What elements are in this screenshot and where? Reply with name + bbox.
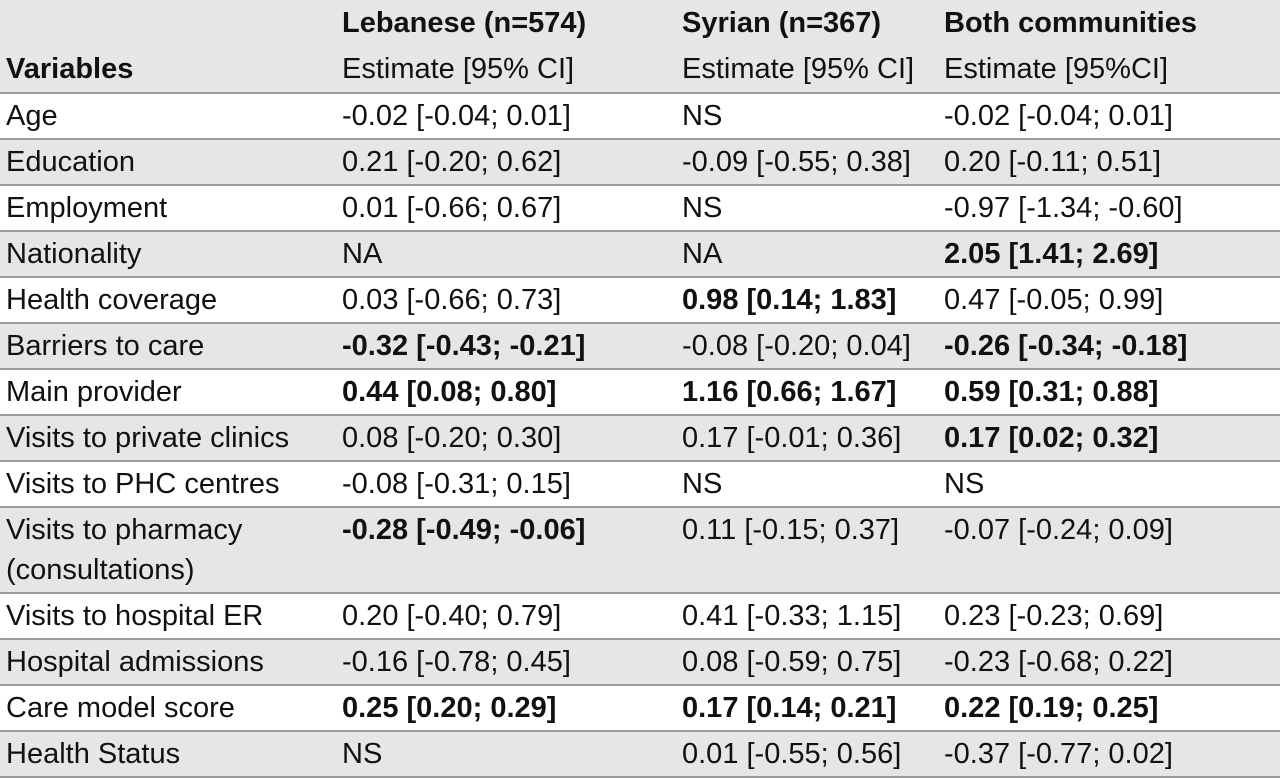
table-body: Age -0.02 [-0.04; 0.01] NS -0.02 [-0.04;…: [0, 93, 1280, 777]
syrian-estimate-cell: 0.17 [-0.01; 0.36]: [682, 422, 902, 454]
table-row: Health coverage 0.03 [-0.66; 0.73] 0.98 …: [0, 277, 1280, 323]
both-estimate-cell: 0.22 [0.19; 0.25]: [944, 692, 1159, 724]
syrian-estimate-cell: NS: [682, 100, 723, 132]
table-header: Lebanese (n=574) Syrian (n=367) Both com…: [0, 0, 1280, 93]
both-estimate-cell: -0.02 [-0.04; 0.01]: [944, 100, 1173, 132]
variable-cell: Visits to PHC centres: [6, 468, 280, 500]
variable-cell: Visits to pharmacy (consultations): [6, 514, 243, 586]
table-row: Health Status NS 0.01 [-0.55; 0.56] -0.3…: [0, 731, 1280, 777]
variable-cell: Barriers to care: [6, 330, 205, 362]
header-syrian-subtitle: Estimate [95% CI]: [682, 53, 915, 85]
variable-cell: Main provider: [6, 376, 182, 408]
table-row: Visits to private clinics 0.08 [-0.20; 0…: [0, 415, 1280, 461]
both-estimate-cell: 0.47 [-0.05; 0.99]: [944, 284, 1164, 316]
syrian-estimate-cell: -0.09 [-0.55; 0.38]: [682, 146, 911, 178]
table-row: Age -0.02 [-0.04; 0.01] NS -0.02 [-0.04;…: [0, 93, 1280, 139]
both-estimate-cell: -0.26 [-0.34; -0.18]: [944, 330, 1188, 362]
both-estimate-cell: 0.17 [0.02; 0.32]: [944, 422, 1159, 454]
lebanese-estimate-cell: 0.20 [-0.40; 0.79]: [342, 600, 562, 632]
both-estimate-cell: 2.05 [1.41; 2.69]: [944, 238, 1159, 270]
both-estimate-cell: 0.59 [0.31; 0.88]: [944, 376, 1159, 408]
both-estimate-cell: -0.97 [-1.34; -0.60]: [944, 192, 1183, 224]
table-row: Hospital admissions -0.16 [-0.78; 0.45] …: [0, 639, 1280, 685]
variable-cell: Nationality: [6, 238, 142, 270]
variable-cell: Visits to private clinics: [6, 422, 290, 454]
lebanese-estimate-cell: NS: [342, 738, 383, 770]
both-estimate-cell: NS: [944, 468, 985, 500]
table-row: Visits to PHC centres -0.08 [-0.31; 0.15…: [0, 461, 1280, 507]
variable-cell: Employment: [6, 192, 168, 224]
syrian-estimate-cell: 0.17 [0.14; 0.21]: [682, 692, 897, 724]
syrian-estimate-cell: 0.11 [-0.15; 0.37]: [682, 514, 900, 546]
table-row: Main provider 0.44 [0.08; 0.80] 1.16 [0.…: [0, 369, 1280, 415]
lebanese-estimate-cell: -0.32 [-0.43; -0.21]: [342, 330, 586, 362]
lebanese-estimate-cell: -0.08 [-0.31; 0.15]: [342, 468, 571, 500]
table-row: Visits to hospital ER 0.20 [-0.40; 0.79]…: [0, 593, 1280, 639]
variable-cell: Health coverage: [6, 284, 218, 316]
syrian-estimate-cell: 1.16 [0.66; 1.67]: [682, 376, 897, 408]
variable-cell: Education: [6, 146, 135, 178]
header-empty-cell: [0, 0, 338, 46]
lebanese-estimate-cell: -0.16 [-0.78; 0.45]: [342, 646, 571, 678]
table-row: Barriers to care -0.32 [-0.43; -0.21] -0…: [0, 323, 1280, 369]
table-row: Employment 0.01 [-0.66; 0.67] NS -0.97 […: [0, 185, 1280, 231]
header-row-groups: Lebanese (n=574) Syrian (n=367) Both com…: [0, 0, 1280, 46]
lebanese-estimate-cell: 0.21 [-0.20; 0.62]: [342, 146, 562, 178]
header-lebanese-title: Lebanese (n=574): [342, 7, 587, 39]
syrian-estimate-cell: NS: [682, 468, 723, 500]
lebanese-estimate-cell: 0.44 [0.08; 0.80]: [342, 376, 557, 408]
table-row: Visits to pharmacy (consultations) -0.28…: [0, 507, 1280, 593]
both-estimate-cell: 0.20 [-0.11; 0.51]: [944, 146, 1162, 178]
both-estimate-cell: -0.37 [-0.77; 0.02]: [944, 738, 1173, 770]
lebanese-estimate-cell: 0.25 [0.20; 0.29]: [342, 692, 557, 724]
syrian-estimate-cell: 0.08 [-0.59; 0.75]: [682, 646, 902, 678]
header-both-title: Both communities: [944, 7, 1197, 39]
variable-cell: Visits to hospital ER: [6, 600, 264, 632]
table-row: Care model score 0.25 [0.20; 0.29] 0.17 …: [0, 685, 1280, 731]
header-variables-label: Variables: [6, 53, 134, 85]
lebanese-estimate-cell: 0.03 [-0.66; 0.73]: [342, 284, 562, 316]
header-both-subtitle: Estimate [95%CI]: [944, 53, 1169, 85]
variable-cell: Age: [6, 100, 58, 132]
table-row: Nationality NA NA 2.05 [1.41; 2.69]: [0, 231, 1280, 277]
lebanese-estimate-cell: -0.28 [-0.49; -0.06]: [342, 514, 586, 546]
both-estimate-cell: 0.23 [-0.23; 0.69]: [944, 600, 1164, 632]
lebanese-estimate-cell: 0.08 [-0.20; 0.30]: [342, 422, 562, 454]
syrian-estimate-cell: 0.41 [-0.33; 1.15]: [682, 600, 902, 632]
header-lebanese-subtitle: Estimate [95% CI]: [342, 53, 575, 85]
lebanese-estimate-cell: 0.01 [-0.66; 0.67]: [342, 192, 562, 224]
variable-cell: Hospital admissions: [6, 646, 264, 678]
lebanese-estimate-cell: -0.02 [-0.04; 0.01]: [342, 100, 571, 132]
header-syrian-title: Syrian (n=367): [682, 7, 882, 39]
both-estimate-cell: -0.07 [-0.24; 0.09]: [944, 514, 1173, 546]
syrian-estimate-cell: 0.01 [-0.55; 0.56]: [682, 738, 902, 770]
syrian-estimate-cell: 0.98 [0.14; 1.83]: [682, 284, 897, 316]
lebanese-estimate-cell: NA: [342, 238, 383, 270]
table-row: Education 0.21 [-0.20; 0.62] -0.09 [-0.5…: [0, 139, 1280, 185]
syrian-estimate-cell: -0.08 [-0.20; 0.04]: [682, 330, 911, 362]
syrian-estimate-cell: NA: [682, 238, 723, 270]
variable-cell: Care model score: [6, 692, 235, 724]
both-estimate-cell: -0.23 [-0.68; 0.22]: [944, 646, 1173, 678]
header-row-subtitles: Variables Estimate [95% CI] Estimate [95…: [0, 46, 1280, 93]
syrian-estimate-cell: NS: [682, 192, 723, 224]
variable-cell: Health Status: [6, 738, 181, 770]
